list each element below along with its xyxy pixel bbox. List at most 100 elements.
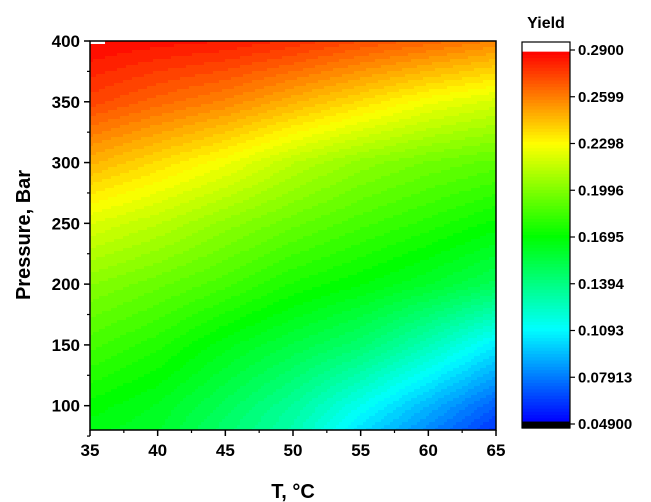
colorbar-band	[522, 331, 570, 336]
x-axis: 35 40 45 50 55 60 65	[81, 430, 505, 460]
colorbar-band	[522, 206, 570, 210]
y-tick-label: 100	[52, 397, 80, 416]
y-axis-title: Pressure, Bar	[13, 170, 35, 300]
colorbar-band	[522, 360, 570, 365]
colorbar-band	[522, 177, 570, 181]
colorbar-band	[522, 180, 570, 185]
colorbar-tick-label: 0.1093	[578, 323, 624, 340]
colorbar-tick-label: 0.1394	[578, 276, 625, 293]
colorbar-band	[522, 45, 570, 50]
colorbar-band	[522, 218, 570, 223]
colorbar-band	[522, 199, 570, 204]
colorbar-band	[522, 411, 570, 416]
colorbar-band	[522, 318, 570, 323]
colorbar-band	[522, 283, 570, 288]
colorbar-band	[522, 289, 570, 294]
colorbar-band	[522, 267, 570, 271]
colorbar-band	[522, 276, 570, 281]
colorbar-band	[522, 70, 570, 75]
colorbar-band	[522, 77, 570, 82]
colorbar-band	[522, 302, 570, 307]
colorbar-band	[522, 395, 570, 400]
colorbar-band	[522, 215, 570, 220]
x-tick-label: 35	[81, 441, 100, 460]
colorbar-band	[522, 296, 570, 300]
colorbar-band	[522, 222, 570, 226]
colorbar-band	[522, 405, 570, 410]
x-axis-title: T, °C	[271, 481, 315, 502]
colorbar-band	[522, 263, 570, 268]
colorbar-band	[522, 312, 570, 317]
colorbar-band	[522, 350, 570, 355]
colorbar-band	[522, 67, 570, 72]
colorbar-band	[522, 74, 570, 78]
colorbar-band	[522, 376, 570, 381]
colorbar-band	[522, 189, 570, 194]
contour-fill	[90, 41, 496, 430]
colorbar-band	[522, 280, 570, 284]
colorbar-band	[522, 241, 570, 246]
colorbar-title: Yield	[527, 15, 565, 32]
colorbar-band	[522, 386, 570, 390]
colorbar-band	[522, 42, 570, 46]
colorbar-band	[522, 363, 570, 368]
colorbar-band	[522, 119, 570, 124]
colorbar-band	[522, 421, 570, 426]
colorbar-band	[522, 58, 570, 62]
colorbar-band	[522, 109, 570, 114]
colorbar-band	[522, 209, 570, 214]
colorbar-band	[522, 341, 570, 345]
colorbar-band	[522, 125, 570, 130]
colorbar-tick-label: 0.2900	[578, 42, 624, 59]
colorbar-band	[522, 167, 570, 172]
colorbar-band	[522, 148, 570, 152]
colorbar-band	[522, 299, 570, 304]
y-tick-label: 350	[52, 93, 80, 112]
x-tick-label: 45	[216, 441, 235, 460]
colorbar-band	[522, 80, 570, 85]
colorbar-band	[522, 273, 570, 278]
colorbar-band	[522, 379, 570, 384]
colorbar-band	[522, 357, 570, 362]
colorbar-tick-label: 0.2599	[578, 89, 624, 106]
colorbar-band	[522, 64, 570, 69]
x-tick-label: 50	[284, 441, 303, 460]
colorbar-band	[522, 128, 570, 133]
colorbar-band	[522, 93, 570, 98]
colorbar-band	[522, 328, 570, 333]
y-tick-label: 400	[52, 32, 80, 51]
colorbar-band	[522, 99, 570, 104]
y-tick-label: 200	[52, 275, 80, 294]
colorbar-band	[522, 96, 570, 101]
colorbar-band	[522, 106, 570, 111]
colorbar-band	[522, 382, 570, 387]
colorbar-band	[522, 90, 570, 95]
colorbar-band	[522, 186, 570, 191]
colorbar-band	[522, 415, 570, 419]
colorbar-band	[522, 138, 570, 143]
colorbar-band	[522, 418, 570, 423]
colorbar-band	[522, 308, 570, 313]
colorbar-tick-label: 0.07913	[578, 369, 632, 386]
colorbar-band	[522, 141, 570, 146]
colorbar-band	[522, 122, 570, 127]
colorbar-band	[522, 247, 570, 252]
colorbar-band	[522, 157, 570, 162]
colorbar-frame	[521, 41, 571, 429]
colorbar-band	[522, 389, 570, 394]
colorbar-band	[522, 399, 570, 403]
x-tick-label: 60	[419, 441, 438, 460]
colorbar-band	[522, 424, 570, 429]
colorbar-band	[522, 54, 570, 59]
colorbar-band	[522, 370, 570, 374]
colorbar-band	[522, 286, 570, 291]
colorbar-band	[522, 254, 570, 259]
colorbar-band	[522, 231, 570, 236]
colorbar-band	[522, 392, 570, 397]
colorbar-band	[522, 235, 570, 239]
colorbar-band	[522, 334, 570, 339]
colorbar-band	[522, 61, 570, 66]
colorbar-band	[522, 373, 570, 378]
colorbar-tick-label: 0.1695	[578, 229, 624, 246]
colorbar-band	[522, 154, 570, 159]
